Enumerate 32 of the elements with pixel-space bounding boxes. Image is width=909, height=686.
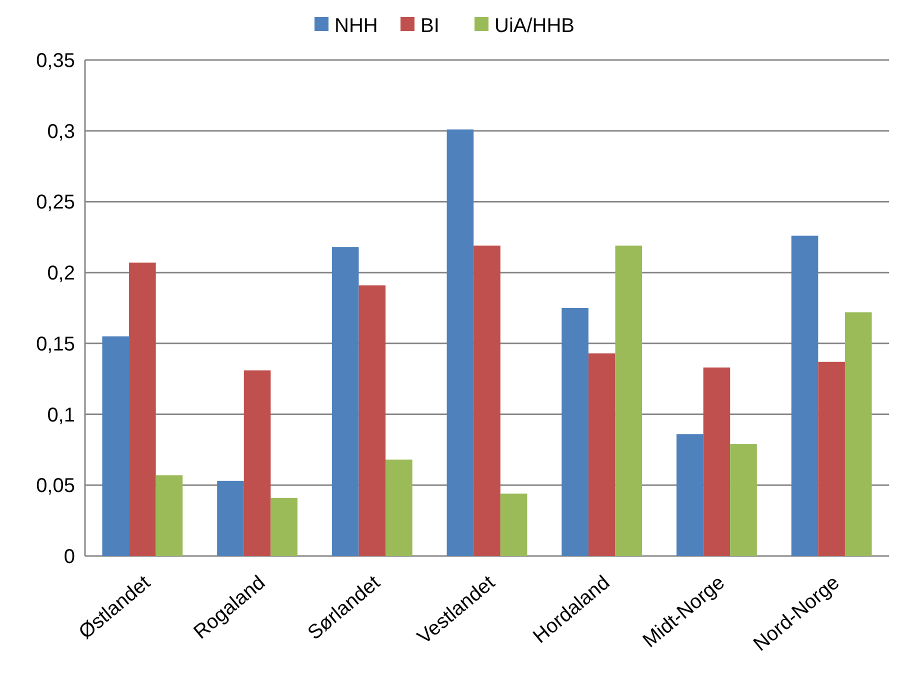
bar <box>500 494 528 556</box>
y-tick-label: 0,1 <box>47 404 75 426</box>
y-tick-label: 0,05 <box>36 475 75 498</box>
bar <box>102 336 130 556</box>
bar <box>588 353 616 556</box>
legend-label: BI <box>420 15 440 37</box>
bar <box>446 129 474 556</box>
bar <box>676 434 704 556</box>
bar <box>818 362 845 556</box>
bar <box>615 246 642 556</box>
bar <box>730 444 757 556</box>
bar <box>474 246 500 556</box>
y-tick-label: 0,25 <box>36 192 75 214</box>
y-tick-label: 0 <box>64 546 75 568</box>
y-tick-label: 0,2 <box>47 262 75 285</box>
y-tick-label: 0,35 <box>36 50 75 72</box>
y-tick-label: 0,15 <box>36 333 75 356</box>
bar <box>156 475 183 556</box>
bar <box>244 370 271 556</box>
bar <box>386 460 412 556</box>
bar <box>129 262 156 556</box>
bar <box>562 308 588 556</box>
bar <box>358 285 386 556</box>
bar <box>791 236 818 556</box>
bar <box>270 498 298 556</box>
bar <box>332 247 359 556</box>
bar <box>844 312 872 556</box>
bar <box>703 368 730 556</box>
legend-label: UiA/HHB <box>494 15 575 37</box>
bar <box>217 480 244 556</box>
y-tick-label: 0,3 <box>47 120 75 143</box>
legend-label: NHH <box>334 15 378 37</box>
